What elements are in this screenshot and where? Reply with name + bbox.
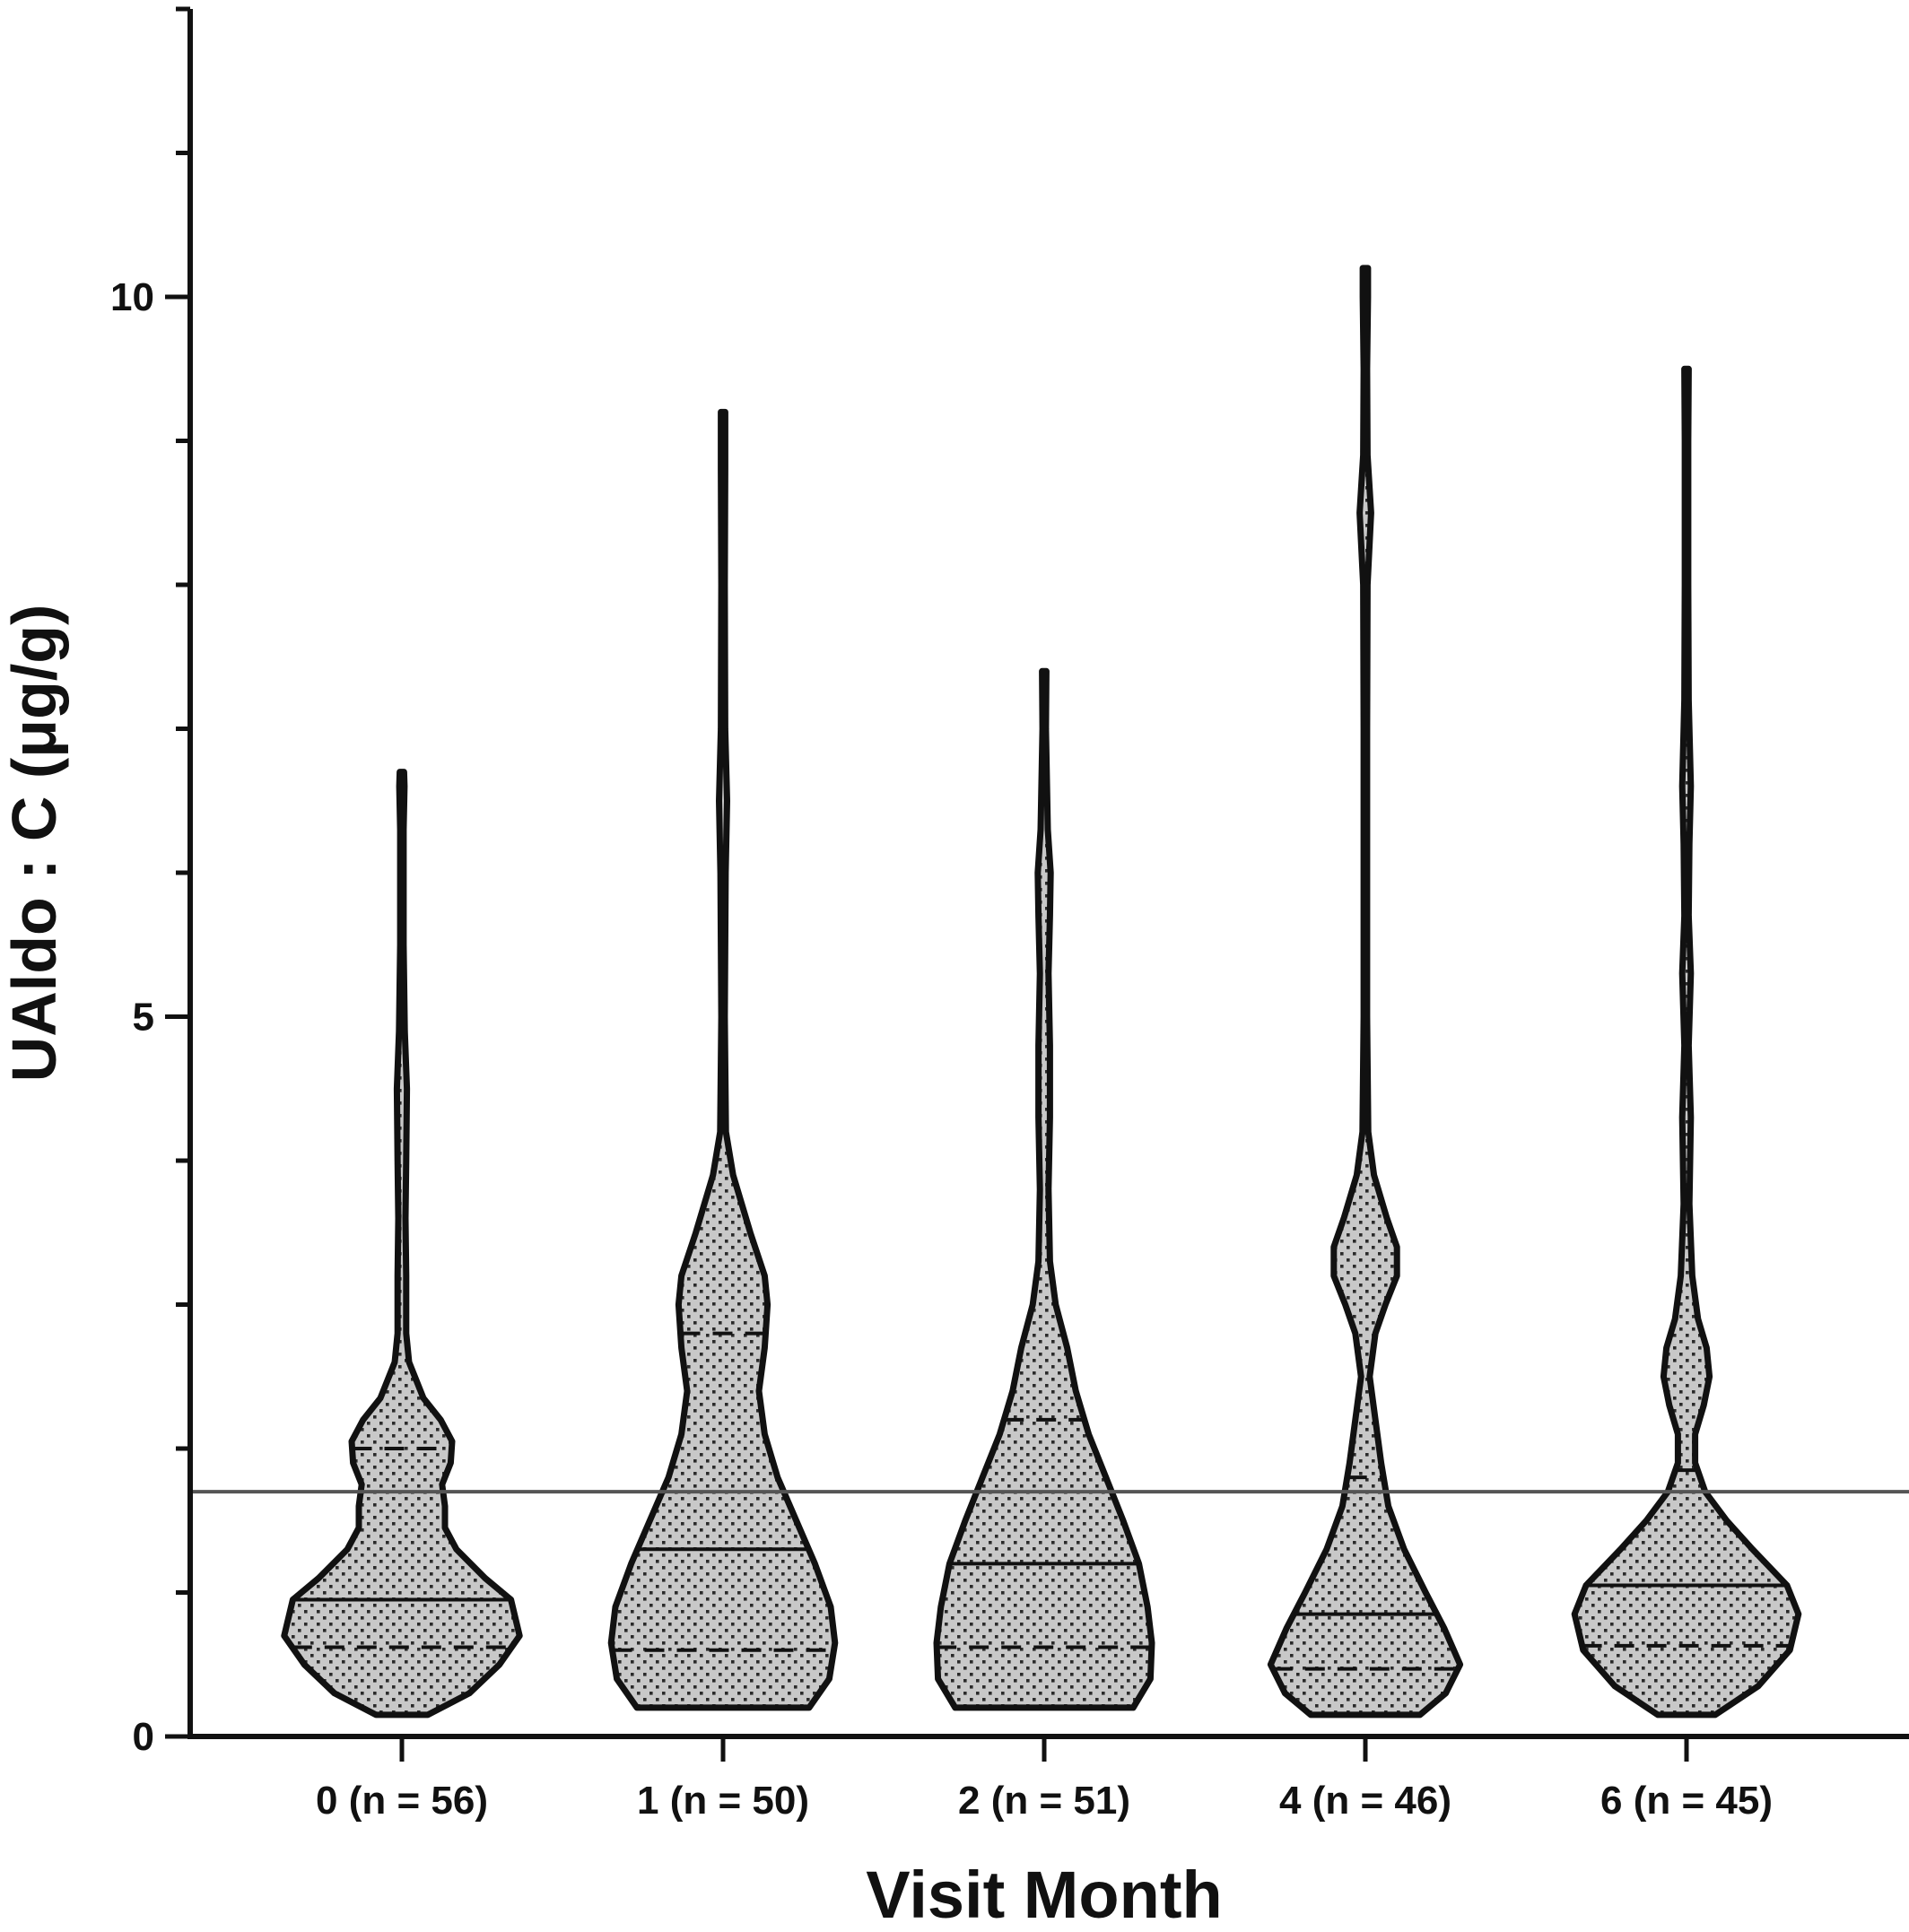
- violin-1: [607, 408, 839, 1711]
- x-tick-label: 4 (n = 46): [1279, 1779, 1451, 1823]
- y-tick-label: 0: [133, 1715, 154, 1759]
- x-tick-label: 0 (n = 56): [316, 1779, 488, 1823]
- x-axis-title: Visit Month: [866, 1858, 1222, 1932]
- violin-body-2: [933, 667, 1155, 1711]
- violin-body-4: [1571, 365, 1802, 1719]
- y-axis-title: UAldo : C (μg/g): [0, 605, 69, 1083]
- violin-0: [281, 769, 523, 1719]
- axes-layer: 0 5 10 0 (n = 56) 1 (n = 50) 2 (n = 51) 4 (n =…: [110, 6, 1909, 1823]
- violins-layer: [281, 265, 1802, 1719]
- y-tick-label: 5: [133, 996, 154, 1040]
- violin-3: [1267, 265, 1464, 1719]
- violin-2: [933, 667, 1155, 1711]
- violin-body-1: [607, 408, 839, 1711]
- violin-4: [1571, 365, 1802, 1719]
- x-tick-label: 1 (n = 50): [637, 1779, 809, 1823]
- x-tick-label: 6 (n = 45): [1600, 1779, 1773, 1823]
- violin-body-0: [281, 769, 523, 1719]
- violin-body-3: [1267, 265, 1464, 1719]
- x-tick-label: 2 (n = 51): [958, 1779, 1130, 1823]
- y-tick-label: 10: [110, 275, 154, 319]
